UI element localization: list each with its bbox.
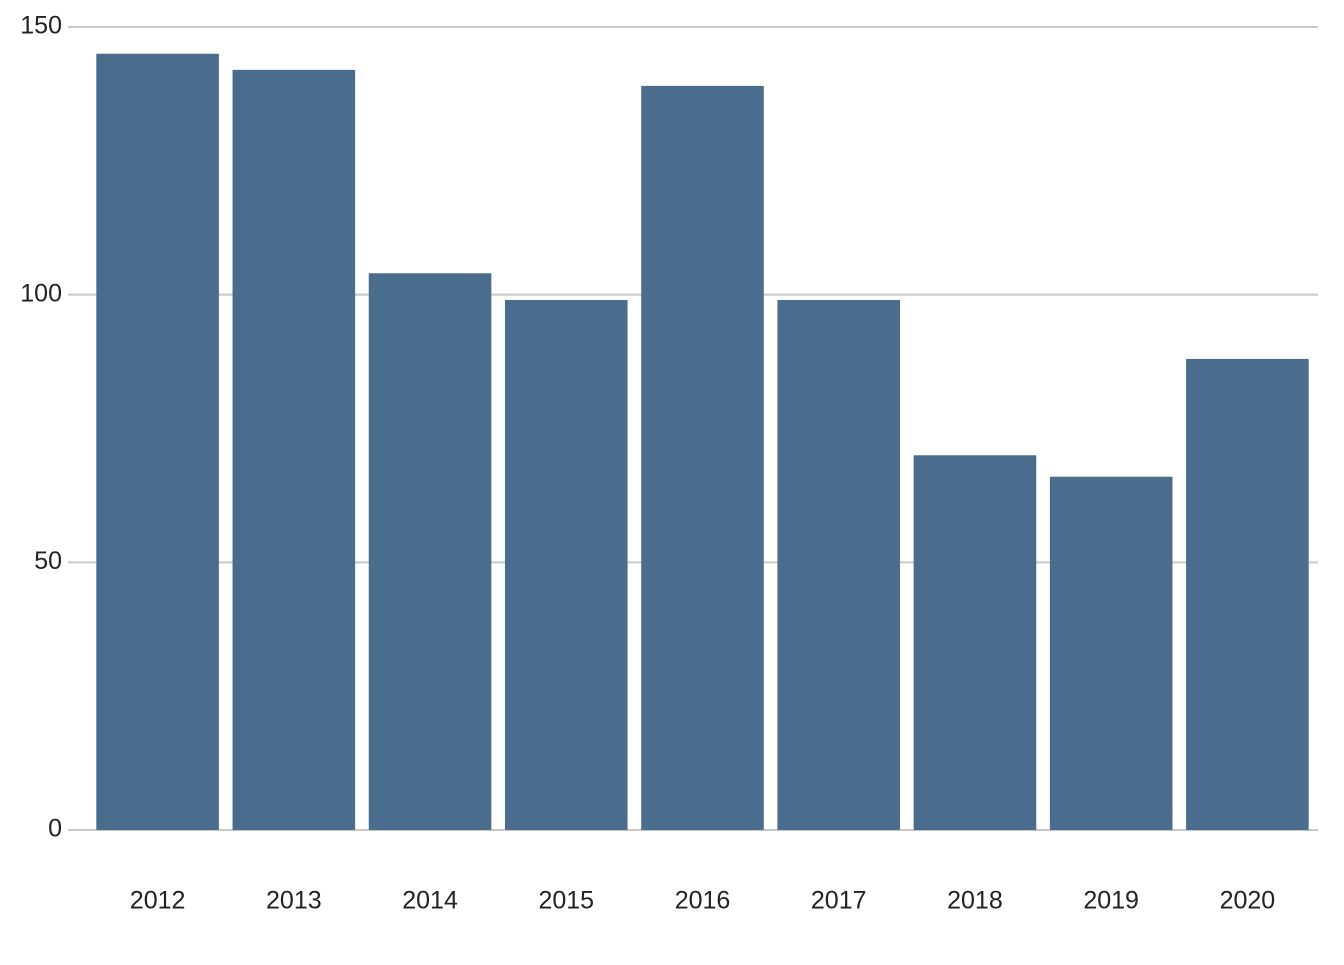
bar: [913, 455, 1037, 830]
x-tick-label: 2020: [1220, 887, 1276, 915]
bar: [1186, 358, 1309, 830]
x-tick-label: 2017: [811, 887, 867, 915]
x-tick-label: 2012: [130, 887, 186, 915]
x-tick-label: 2019: [1083, 887, 1139, 915]
x-tick-label: 2018: [947, 887, 1003, 915]
x-tick-label: 2015: [538, 887, 594, 915]
y-tick-label: 100: [20, 279, 62, 307]
x-tick-label: 2016: [675, 887, 731, 915]
bar: [232, 69, 356, 831]
y-tick-label: 150: [20, 12, 62, 40]
bar: [641, 85, 764, 831]
bar: [96, 53, 219, 831]
bar: [1049, 476, 1173, 830]
bar: [504, 300, 628, 830]
y-tick-label: 0: [48, 815, 62, 843]
x-tick-label: 2013: [266, 887, 322, 915]
x-tick-label: 2014: [402, 887, 458, 915]
bar: [777, 300, 901, 830]
bar: [368, 273, 492, 831]
y-tick-label: 50: [34, 547, 62, 575]
